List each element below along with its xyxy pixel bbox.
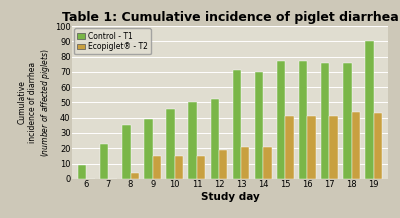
Bar — [210, 99, 219, 179]
Legend: Control - T1, Ecopiglet® - T2: Control - T1, Ecopiglet® - T2 — [74, 29, 151, 54]
Bar — [285, 116, 294, 179]
Bar — [241, 147, 250, 179]
Bar — [175, 156, 183, 179]
Bar — [78, 165, 86, 179]
Bar — [343, 63, 352, 179]
Bar — [374, 113, 382, 179]
X-axis label: Study day: Study day — [201, 192, 259, 202]
Bar — [219, 150, 227, 179]
Bar — [255, 72, 263, 179]
Bar — [321, 63, 330, 179]
Y-axis label: Cumulative
incidence of diarrhea
$\it{(number\ of\ affected\ piglets)}$: Cumulative incidence of diarrhea $\it{(n… — [18, 48, 52, 157]
Bar — [100, 144, 108, 179]
Bar — [122, 125, 130, 179]
Bar — [352, 112, 360, 179]
Bar — [330, 116, 338, 179]
Bar — [299, 61, 307, 179]
Bar — [188, 102, 197, 179]
Bar — [277, 61, 285, 179]
Bar — [233, 70, 241, 179]
Bar — [365, 41, 374, 179]
Bar — [307, 116, 316, 179]
Bar — [263, 147, 272, 179]
Bar — [153, 156, 161, 179]
Bar — [197, 156, 205, 179]
Bar — [144, 119, 153, 179]
Bar — [130, 173, 139, 179]
Title: Table 1: Cumulative incidence of piglet diarrhea: Table 1: Cumulative incidence of piglet … — [62, 11, 398, 24]
Bar — [166, 109, 175, 179]
